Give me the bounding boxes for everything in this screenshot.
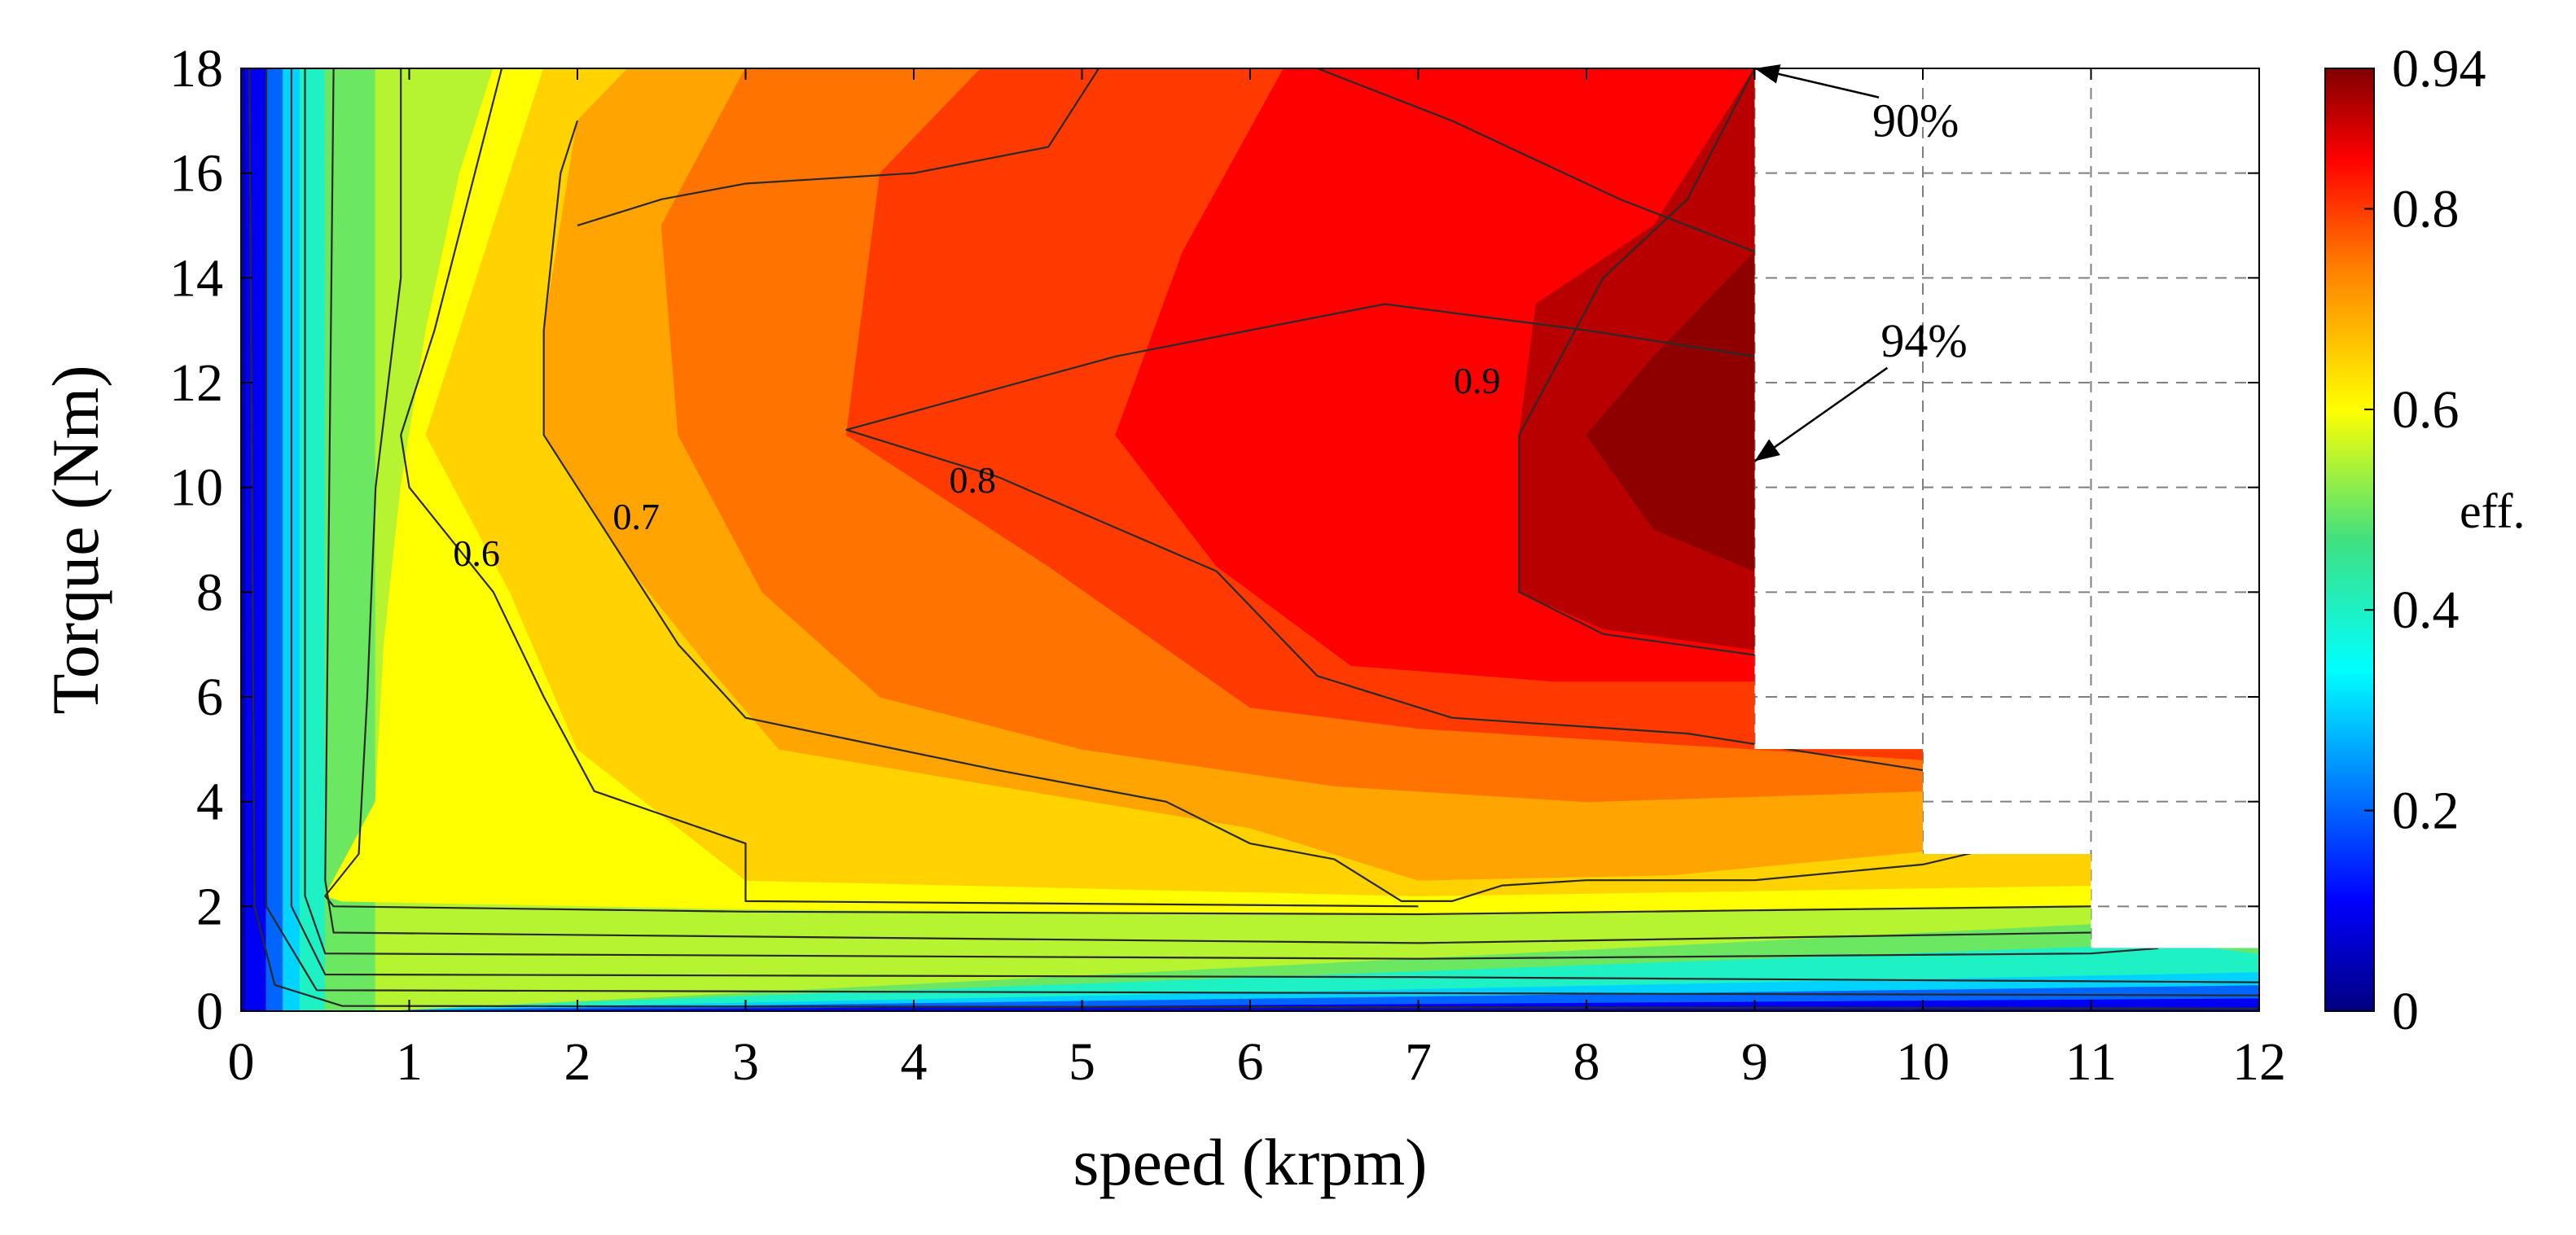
x-tick-label: 7	[1405, 1032, 1432, 1092]
colorbar-label: eff.	[2460, 484, 2526, 538]
x-tick-label: 2	[564, 1032, 591, 1092]
colorbar	[2324, 68, 2375, 1012]
x-tick-label: 11	[2065, 1032, 2117, 1092]
x-tick-label: 5	[1069, 1032, 1095, 1092]
y-tick-label: 8	[196, 563, 223, 622]
colorbar-ticks: 0 0.2 0.4 0.6 0.8 0.94	[2364, 39, 2486, 1041]
y-tick-label: 12	[169, 353, 223, 413]
annotation-text: 94%	[1880, 314, 1967, 367]
contour-line	[324, 68, 2091, 916]
annotation-arrow-line	[1753, 366, 1889, 462]
annotations: 90% 94%	[1753, 64, 1968, 462]
colorbar-tick-label: 0.4	[2392, 580, 2460, 640]
y-tick-label: 2	[196, 877, 223, 936]
annotation-text: 90%	[1872, 94, 1959, 147]
x-axis-label: speed (krpm)	[1073, 1125, 1428, 1199]
contour-level-label: 0.9	[1454, 360, 1501, 401]
x-tick-label: 1	[396, 1032, 423, 1092]
colorbar-tick-label: 0.6	[2392, 380, 2460, 440]
y-tick-label: 10	[169, 458, 223, 518]
contour-line	[542, 120, 1990, 903]
contour-level-label: 0.7	[613, 496, 660, 537]
x-axis-ticks: 0 1 2 3 4 5 6 7 8 9 10 11 12	[228, 68, 2286, 1092]
y-tick-label: 0	[196, 982, 223, 1041]
contour-line-group	[248, 68, 2259, 1009]
contour-line	[290, 68, 2259, 983]
y-tick-label: 14	[169, 248, 223, 308]
x-tick-label: 4	[901, 1032, 928, 1092]
contour-line	[304, 68, 2159, 960]
x-tick-label: 3	[732, 1032, 759, 1092]
contour-line	[248, 68, 2259, 1009]
y-axis-ticks: 0 2 4 6 8 10 12 14 16 18	[169, 39, 2259, 1041]
y-tick-label: 16	[169, 144, 223, 204]
contour-level-label: 0.8	[950, 459, 997, 501]
y-tick-label: 18	[169, 39, 223, 99]
contour-line	[265, 68, 2259, 996]
colorbar-tick-label: 0.2	[2392, 782, 2460, 841]
x-tick-label: 8	[1573, 1032, 1600, 1092]
y-tick-label: 4	[196, 773, 223, 832]
x-tick-label: 12	[2232, 1032, 2286, 1092]
annotation-arrow-head	[1754, 439, 1780, 462]
contour-line	[577, 68, 1100, 227]
y-axis-label: Torque (Nm)	[38, 365, 112, 714]
contour-line	[1518, 68, 1756, 656]
x-tick-label: 9	[1741, 1032, 1768, 1092]
x-tick-label: 0	[228, 1032, 255, 1092]
contour-level-label: 0.6	[453, 532, 500, 574]
colorbar-tick-label: 0.8	[2392, 179, 2460, 239]
x-tick-label: 6	[1237, 1032, 1264, 1092]
contour-line	[845, 303, 1924, 772]
x-tick-label: 10	[1896, 1032, 1950, 1092]
contour-lines	[248, 68, 2259, 1009]
colorbar-tick-label: 0.94	[2392, 39, 2486, 99]
contour-labels: 0.6 0.7 0.8 0.9	[453, 360, 1500, 574]
colorbar-tick-label: 0	[2392, 982, 2419, 1041]
contour-line	[400, 68, 1419, 908]
contour-line	[1317, 68, 1755, 253]
annotation-arrow-head	[1754, 64, 1781, 84]
y-tick-label: 6	[196, 668, 223, 727]
